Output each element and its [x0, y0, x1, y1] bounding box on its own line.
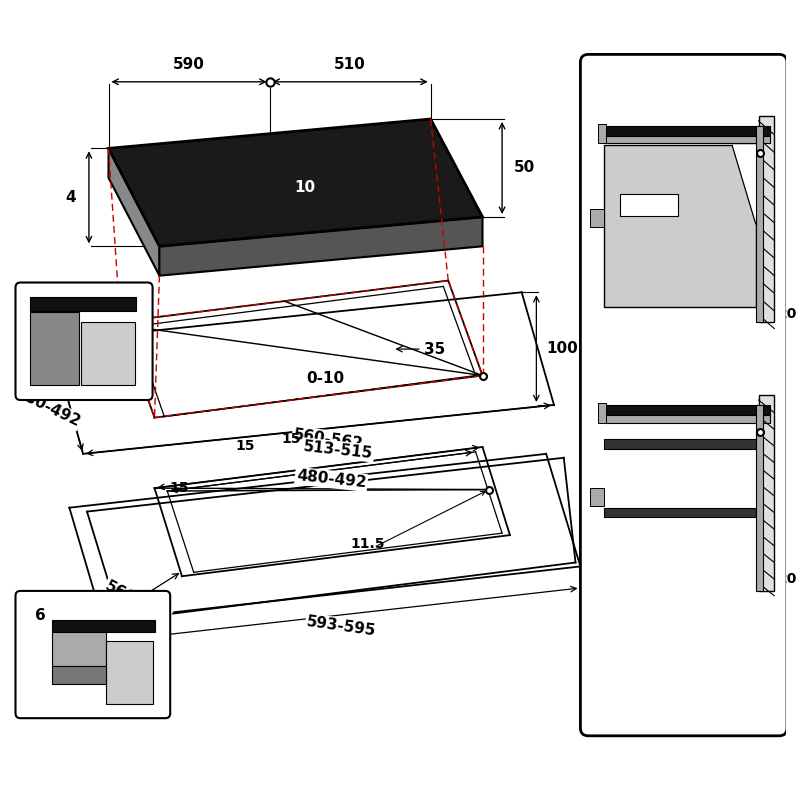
Text: 4: 4	[66, 190, 76, 205]
Bar	[756, 126, 763, 322]
Bar	[52, 666, 106, 684]
Text: 560-562: 560-562	[102, 578, 172, 624]
Text: 35: 35	[424, 342, 445, 357]
Polygon shape	[732, 146, 756, 224]
Text: 6: 6	[34, 608, 46, 623]
Bar	[604, 136, 770, 143]
Bar	[604, 508, 756, 518]
Bar	[758, 395, 774, 591]
Text: 560-562: 560-562	[292, 427, 364, 451]
FancyBboxPatch shape	[15, 591, 170, 718]
Text: 247.5: 247.5	[660, 98, 706, 114]
Text: 15: 15	[236, 439, 255, 453]
FancyBboxPatch shape	[15, 282, 153, 400]
Text: min 28: min 28	[651, 78, 715, 96]
Bar	[30, 312, 79, 386]
Bar	[756, 405, 763, 591]
Polygon shape	[109, 148, 159, 276]
Bar	[598, 124, 606, 143]
Text: min 12: min 12	[651, 357, 715, 374]
Text: 593-595: 593-595	[306, 614, 378, 639]
Text: 590: 590	[173, 57, 205, 72]
Text: 10: 10	[713, 421, 732, 434]
Bar	[604, 414, 770, 422]
Bar	[604, 439, 756, 449]
Text: 480-492: 480-492	[295, 468, 367, 490]
Bar	[604, 126, 770, 136]
Bar	[590, 209, 604, 226]
Text: 510: 510	[334, 57, 366, 72]
Text: 60: 60	[713, 471, 732, 486]
Bar	[604, 146, 756, 307]
FancyBboxPatch shape	[581, 54, 787, 736]
Bar	[598, 403, 606, 422]
Polygon shape	[109, 119, 482, 246]
Bar	[30, 298, 136, 311]
Text: 0-10: 0-10	[306, 371, 345, 386]
Text: 11.5: 11.5	[350, 537, 385, 551]
Bar	[758, 116, 774, 322]
Text: 15: 15	[282, 432, 302, 446]
Text: 15: 15	[170, 481, 189, 495]
Text: 50: 50	[514, 161, 535, 175]
Text: 20: 20	[778, 572, 798, 586]
Text: 20: 20	[778, 307, 798, 321]
Bar	[106, 641, 153, 705]
Text: 10: 10	[294, 180, 316, 195]
Bar	[590, 488, 604, 506]
Bar	[619, 194, 678, 216]
Text: 513-515: 513-515	[302, 439, 374, 461]
Text: 100: 100	[546, 341, 578, 356]
Text: 247.5: 247.5	[660, 378, 706, 393]
Bar	[52, 620, 154, 632]
Bar	[52, 632, 106, 666]
Bar	[604, 405, 770, 414]
Text: 480-492: 480-492	[13, 386, 82, 430]
Bar	[81, 322, 135, 386]
Polygon shape	[159, 217, 482, 276]
